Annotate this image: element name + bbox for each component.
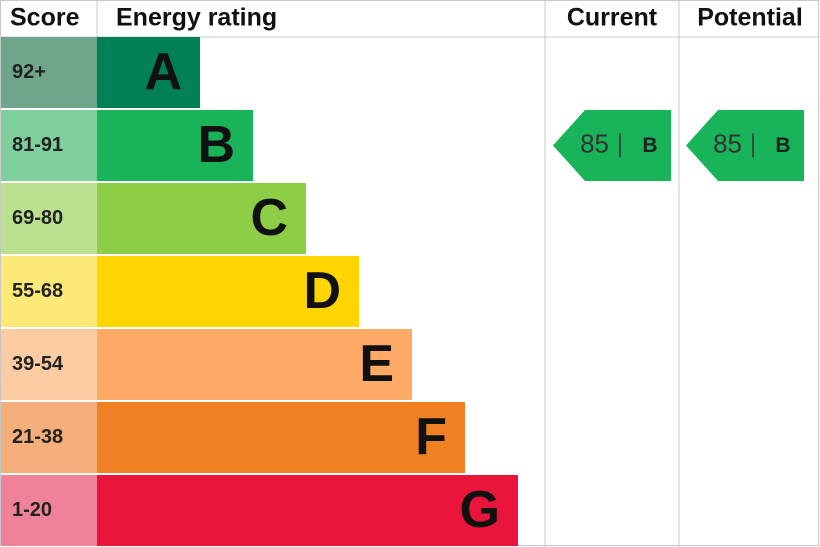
rating-value: 85 xyxy=(580,128,609,158)
rating-bar xyxy=(97,402,465,473)
rating-letter: D xyxy=(303,262,341,320)
rating-letter-small: B xyxy=(775,134,790,157)
rating-bar xyxy=(97,37,200,108)
score-label: 92+ xyxy=(12,61,46,83)
header-energy-rating: Energy rating xyxy=(116,4,277,32)
score-label: 81-91 xyxy=(12,134,63,156)
rating-bar xyxy=(97,256,359,327)
score-label: 21-38 xyxy=(12,426,63,448)
rating-letter: E xyxy=(359,335,394,393)
rating-value: 85 xyxy=(713,128,742,158)
rating-letter: G xyxy=(460,481,500,539)
score-cell xyxy=(1,37,97,108)
header-current: Current xyxy=(567,4,658,32)
score-label: 55-68 xyxy=(12,280,63,302)
score-cell xyxy=(1,475,97,546)
score-cell xyxy=(1,183,97,254)
rating-bar xyxy=(97,110,253,181)
rating-letter-small: B xyxy=(642,134,657,157)
rating-arrow xyxy=(553,110,671,181)
score-label: 69-80 xyxy=(12,207,63,229)
score-label: 39-54 xyxy=(12,353,64,375)
rating-bar xyxy=(97,329,412,400)
header-score: Score xyxy=(10,4,80,32)
rating-bar xyxy=(97,475,518,546)
rating-letter: C xyxy=(250,189,288,247)
score-cell xyxy=(1,329,97,400)
score-label: 1-20 xyxy=(12,499,52,521)
score-cell xyxy=(1,110,97,181)
score-cell xyxy=(1,256,97,327)
rating-bar xyxy=(97,183,306,254)
rating-arrow xyxy=(686,110,804,181)
header-potential: Potential xyxy=(697,4,803,32)
rating-letter: F xyxy=(415,408,447,466)
score-cell xyxy=(1,402,97,473)
rating-letter: A xyxy=(144,43,182,101)
rating-letter: B xyxy=(197,116,235,174)
